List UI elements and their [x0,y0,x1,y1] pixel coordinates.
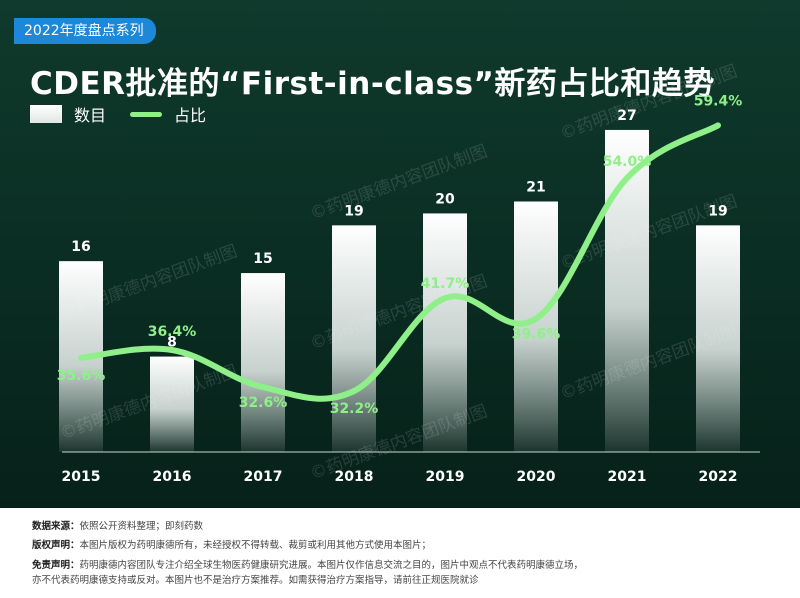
bar-value-label: 21 [526,180,545,196]
x-tick-label: 2015 [62,469,101,485]
ratio-value-label: 35.6% [57,368,106,384]
bar-2022 [696,225,740,452]
bar-2019 [423,213,467,452]
bar-value-label: 27 [617,108,636,124]
ratio-value-label: 32.2% [330,401,379,417]
bar-value-label: 20 [435,191,455,207]
footer-copyright-text: 本图片版权为药明康德所有，未经授权不得转载、裁剪或利用其他方式使用本图片； [79,540,432,551]
legend-bar-label: 数目 [74,106,107,125]
footer-copyright: 版权声明：本图片版权为药明康德所有，未经授权不得转载、裁剪或利用其他方式使用本图… [32,537,431,551]
footer-source-text: 依照公开资料整理；即刻药数 [79,521,204,532]
footer-disclaimer-cont: 亦不代表药明康德支持或反对。本图片也不是治疗方案推荐。如需获得治疗方案指导，请前… [32,575,479,586]
footer-source-label: 数据来源： [32,521,80,532]
footer-source: 数据来源：依照公开资料整理；即刻药数 [32,518,203,532]
legend-line-swatch [130,111,163,117]
chart-title: CDER批准的“First-in-class”新药占比和趋势 [30,66,715,102]
x-tick-label: 2021 [608,469,647,485]
legend: 数目 占比 [30,103,206,125]
legend-bar-swatch [30,105,62,123]
x-tick-label: 2017 [244,469,283,485]
footer-copyright-label: 版权声明： [32,540,80,551]
bar-value-label: 16 [71,239,90,255]
bar-value-label: 19 [708,203,727,219]
ratio-trend-line [78,122,721,402]
bar-2017 [241,273,285,452]
footer-disclaimer-label: 免责声明： [32,560,80,571]
x-tick-label: 2016 [153,469,192,485]
x-tick-label: 2020 [517,469,556,485]
ratio-value-label: 39.6% [512,327,561,343]
bar-value-label: 15 [253,251,272,267]
legend-line-label: 占比 [174,106,207,125]
x-tick-label: 2022 [699,469,738,485]
ratio-value-label: 36.4% [148,324,197,340]
ratio-value-label: 41.7% [421,276,470,292]
ratio-value-label: 54.0% [603,154,652,170]
bar-2018 [332,225,376,452]
ratio-value-label: 59.4% [694,93,743,109]
bar-value-label: 19 [344,203,363,219]
bar-2016 [150,356,194,452]
footer-disclaimer-text: 药明康德内容团队专注介绍全球生物医药健康研究进展。本图片仅作信息交流之目的，图片… [79,560,584,571]
ratio-value-label: 32.6% [239,395,288,411]
bar-2020 [514,201,558,452]
x-tick-label: 2018 [335,469,374,485]
x-tick-label: 2019 [426,469,465,485]
footer-disclaimer: 免责声明：药明康德内容团队专注介绍全球生物医药健康研究进展。本图片仅作信息交流之… [32,557,583,571]
chart-panel: 2022年度盘点系列 CDER批准的“First-in-class”新药占比和趋… [0,0,800,508]
bar-2021 [605,129,649,452]
series-badge: 2022年度盘点系列 [14,18,156,44]
bar-value-label: 8 [167,335,177,351]
